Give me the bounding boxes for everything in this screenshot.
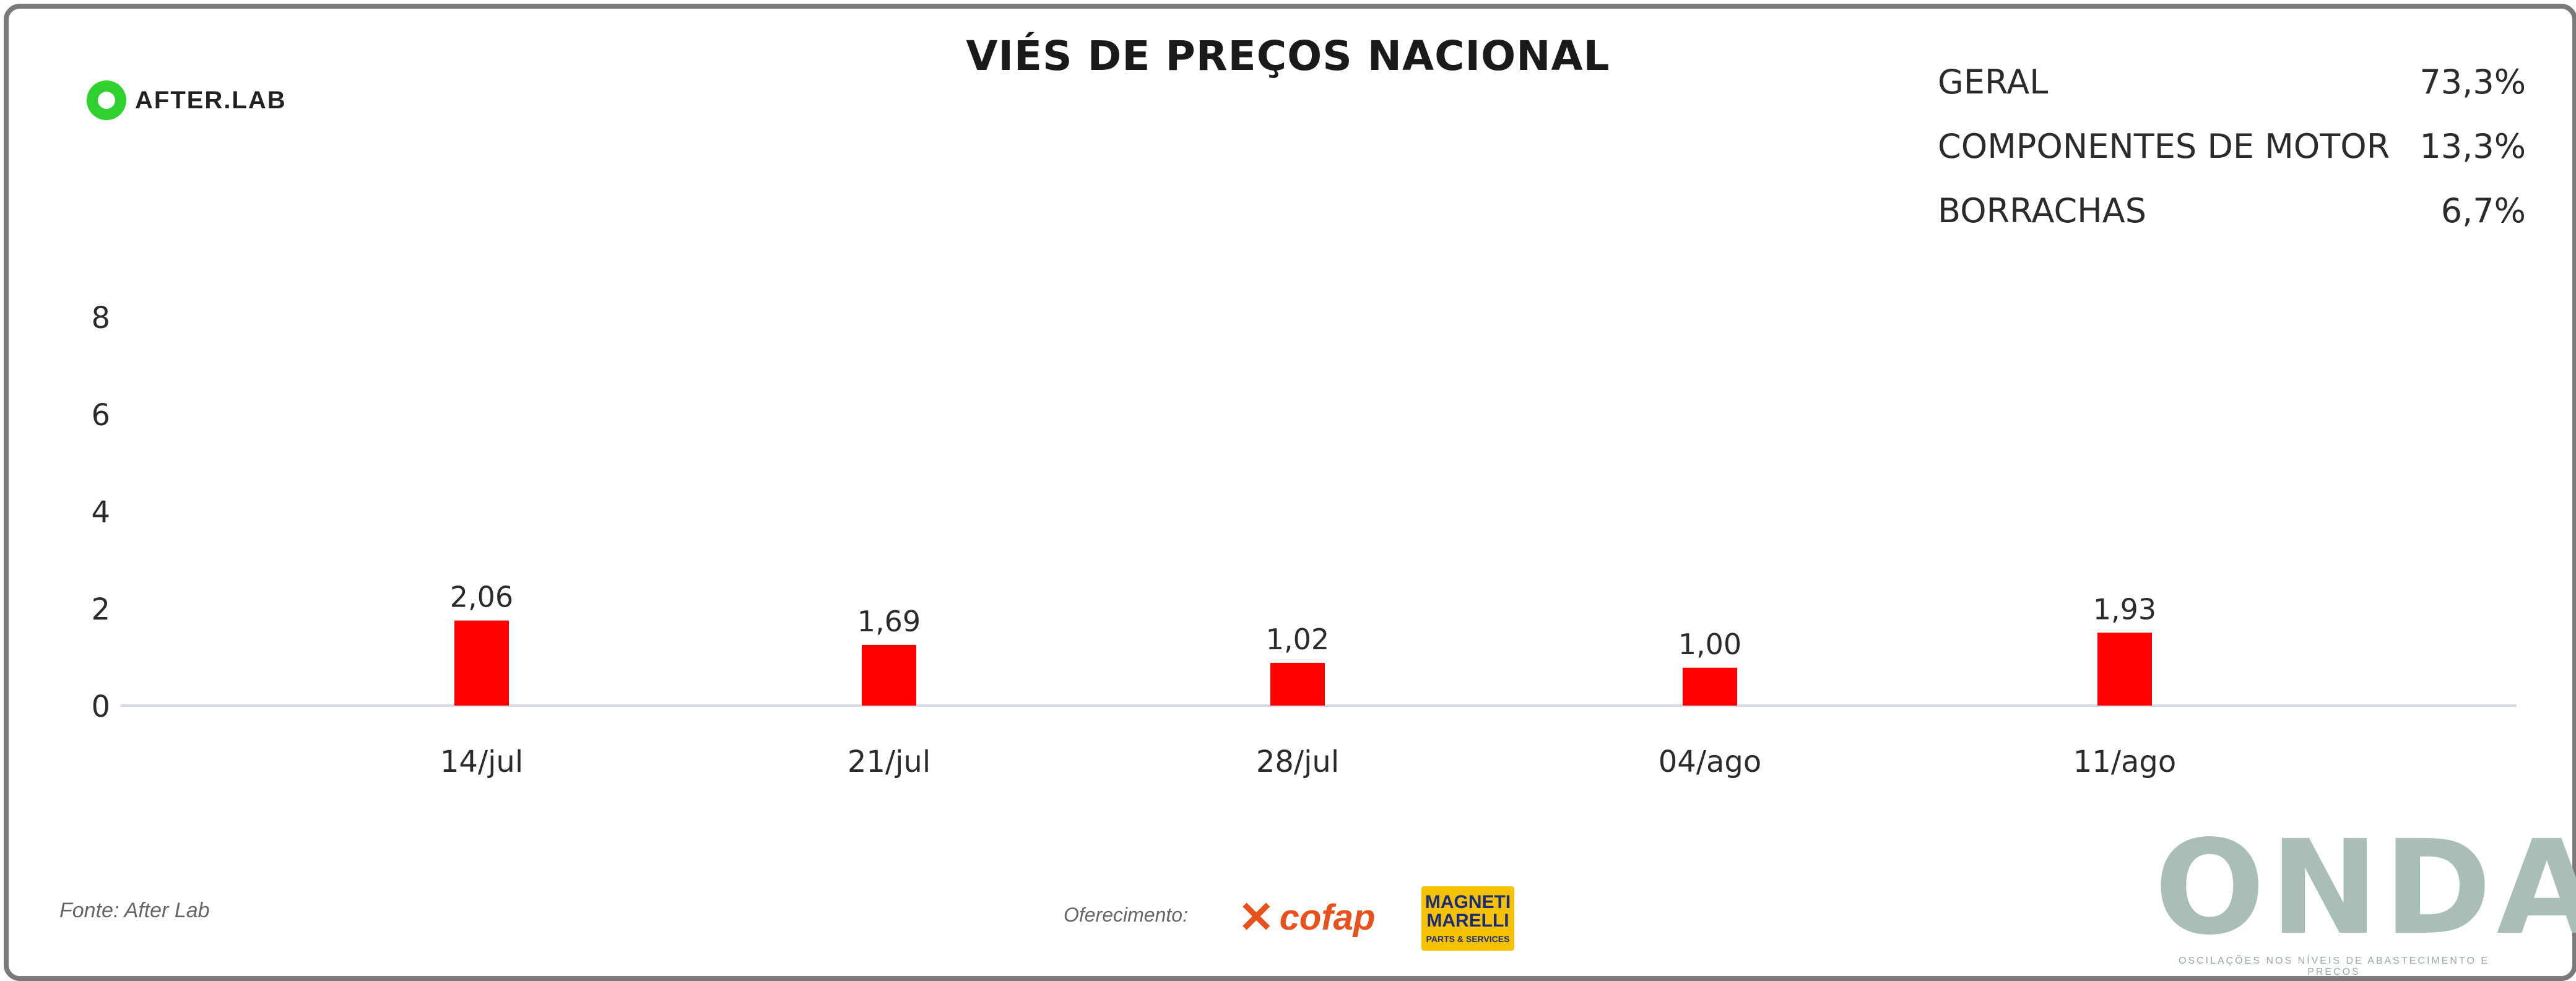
legend-item: COMPONENTES DE MOTOR 13,3% — [1938, 114, 2526, 178]
source-note: Fonte: After Lab — [59, 899, 210, 922]
chart-frame — [4, 4, 2576, 981]
bar-value-label: 2,06 — [450, 581, 513, 614]
legend-value: 6,7% — [2440, 191, 2526, 230]
x-tick-label: 14/jul — [440, 745, 523, 779]
bar — [2097, 633, 2152, 706]
cofap-logo: ✕ cofap — [1238, 893, 1376, 941]
legend: GERAL 73,3% COMPONENTES DE MOTOR 13,3% B… — [1938, 50, 2526, 243]
cofap-mark-icon: ✕ — [1238, 893, 1275, 941]
brand-logo: AFTER.LAB — [87, 80, 287, 120]
bar-value-label: 1,69 — [857, 605, 921, 638]
bar-value-label: 1,00 — [1678, 628, 1741, 661]
y-tick-label: 2 — [91, 592, 110, 627]
y-tick-label: 6 — [91, 398, 110, 433]
y-tick-label: 0 — [91, 689, 110, 724]
mm-subtitle: PARTS & SERVICES — [1426, 934, 1510, 944]
onda-logo: ONDA OSCILAÇÕES NOS NÍVEIS DE ABASTECIME… — [2154, 812, 2576, 978]
bar — [454, 620, 509, 706]
legend-label: GERAL — [1938, 62, 2049, 102]
bar-value-label: 1,02 — [1266, 623, 1329, 656]
magneti-marelli-logo: MAGNETI MARELLI PARTS & SERVICES — [1421, 886, 1514, 951]
sponsor-label: Oferecimento: — [1064, 904, 1188, 926]
x-tick-label: 11/ago — [2073, 745, 2177, 779]
legend-value: 73,3% — [2419, 62, 2526, 102]
legend-item: GERAL 73,3% — [1938, 50, 2526, 114]
brand-name: AFTER.LAB — [135, 86, 287, 114]
bar — [862, 644, 916, 706]
bar — [1270, 662, 1325, 706]
x-tick-label: 21/jul — [848, 745, 930, 779]
bar — [1683, 667, 1737, 706]
x-tick-label: 04/ago — [1659, 745, 1762, 779]
onda-tagline: OSCILAÇÕES NOS NÍVEIS DE ABASTECIMENTO E… — [2178, 956, 2490, 977]
page-title: VIÉS DE PREÇOS NACIONAL — [966, 32, 1610, 80]
mm-wordmark: MAGNETI MARELLI — [1425, 892, 1511, 931]
x-tick-label: 28/jul — [1256, 745, 1339, 779]
brand-mark-icon — [87, 80, 126, 120]
onda-wordmark: ONDA — [2154, 812, 2576, 964]
legend-value: 13,3% — [2419, 126, 2526, 166]
cofap-wordmark: cofap — [1279, 897, 1376, 938]
bar-value-label: 1,93 — [2093, 592, 2156, 626]
legend-label: COMPONENTES DE MOTOR — [1938, 126, 2390, 166]
y-tick-label: 8 — [91, 301, 110, 335]
legend-label: BORRACHAS — [1938, 191, 2146, 230]
y-tick-label: 4 — [91, 495, 110, 530]
legend-item: BORRACHAS 6,7% — [1938, 178, 2526, 243]
